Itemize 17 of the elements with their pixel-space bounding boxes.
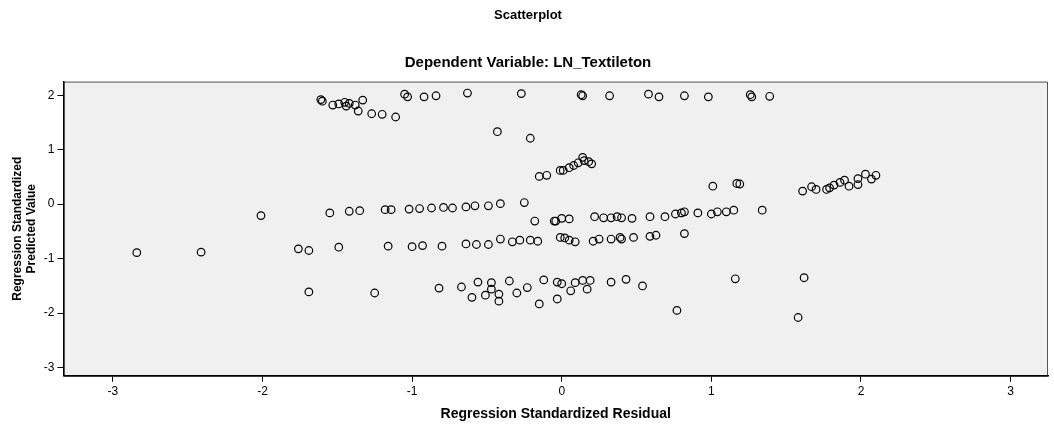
y-axis-title: Regression Standardized Predicted Value <box>9 156 38 301</box>
x-tick-label: 2 <box>857 384 865 399</box>
x-tick-label: -2 <box>257 384 269 399</box>
y-tick-label: -2 <box>43 305 55 320</box>
y-tick-label: 0 <box>47 196 55 211</box>
y-tick-label: 1 <box>47 142 55 157</box>
x-tick-label: -3 <box>107 384 119 399</box>
x-tick-label: 3 <box>1007 384 1015 399</box>
y-tick-label: -1 <box>43 250 55 265</box>
chart-title: Scatterplot <box>494 7 563 23</box>
x-tick-label: 0 <box>558 384 566 399</box>
x-axis-title: Regression Standardized Residual <box>440 405 671 422</box>
y-tick-label: -3 <box>43 359 55 374</box>
x-tick-label: -1 <box>406 384 418 399</box>
x-tick-label: 1 <box>708 384 715 399</box>
y-tick-label: 2 <box>47 87 55 102</box>
chart-subtitle: Dependent Variable: LN_Textileton <box>404 52 652 70</box>
